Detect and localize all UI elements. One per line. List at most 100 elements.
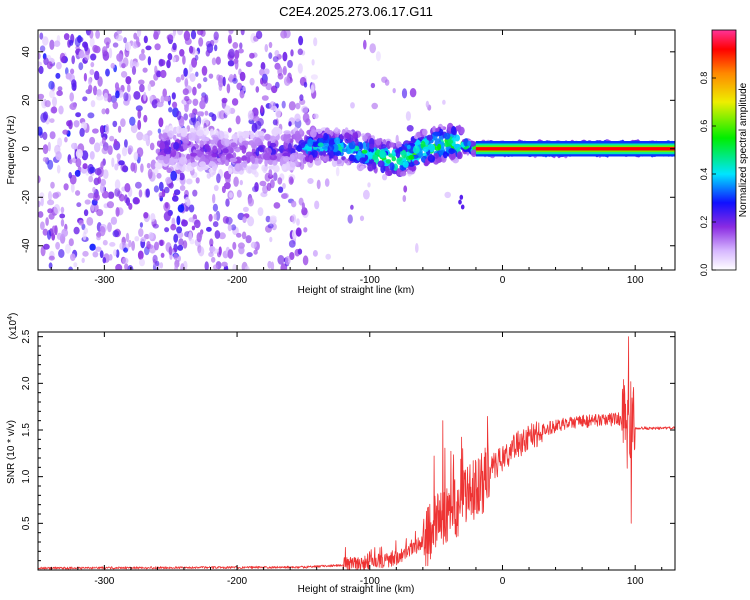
spectrogram-ridge-cell: [331, 159, 338, 168]
spectrogram-speckle: [409, 88, 417, 98]
spectrogram-speckle: [92, 193, 100, 201]
spectrogram-speckle: [125, 76, 132, 85]
spectrogram-speckle: [247, 197, 254, 207]
spectrogram-speckle: [296, 218, 300, 226]
spectrogram-ridge-cell: [211, 153, 217, 158]
spectrogram-speckle: [371, 102, 379, 110]
spectrogram-speckle: [204, 94, 209, 104]
spectrogram-ridge-cell: [270, 135, 276, 143]
spectrogram-speckle: [69, 92, 74, 102]
y-tick-label: 1.0: [21, 469, 32, 483]
spectrogram-speckle: [288, 101, 296, 111]
spectrogram-ridge-cell: [470, 149, 478, 158]
spectrogram-speckle: [186, 178, 193, 185]
spectrogram-speckle: [268, 52, 273, 59]
spectrogram-speckle: [272, 119, 278, 126]
spectrogram-speckle: [48, 262, 53, 269]
spectrogram-ridge-cell: [199, 140, 204, 148]
spectrogram-ridge-cell: [254, 138, 263, 146]
spectrogram-ridge-cell: [448, 148, 455, 155]
spectrogram-speckle: [192, 189, 198, 197]
spectrogram-speckle: [86, 217, 94, 226]
spectrogram-speckle: [303, 227, 308, 233]
x-tick-label: 100: [627, 576, 644, 587]
spectrogram-speckle: [123, 247, 128, 253]
spectrogram-speckle: [56, 232, 63, 240]
spectrogram-speckle: [310, 84, 315, 94]
spectrogram-speckle: [89, 166, 96, 173]
spectrogram-speckle: [156, 172, 162, 179]
spectrogram-speckle: [64, 136, 68, 143]
spectrogram-speckle: [264, 44, 269, 53]
spectrogram-ridge-cell: [413, 159, 419, 165]
spectrogram-speckle: [297, 248, 303, 255]
spectrogram-speckle: [197, 30, 204, 36]
spectrogram-speckle: [106, 201, 114, 209]
spectrogram-speckle: [363, 39, 367, 50]
spectrogram-speckle: [73, 262, 78, 268]
spectrogram-speckle: [212, 264, 219, 270]
spectrogram-speckle: [173, 189, 181, 196]
spectrogram-speckle: [218, 232, 226, 240]
colorbar-tick-label: 0.6: [699, 120, 709, 133]
spectrogram-speckle: [99, 250, 104, 259]
spectrogram-speckle: [102, 239, 108, 246]
spectrogram-speckle: [369, 43, 377, 54]
spectrogram-blip: [458, 199, 462, 205]
spectrogram-speckle: [131, 240, 136, 251]
spectrogram-speckle: [184, 95, 190, 102]
spectrogram-speckle: [245, 61, 253, 68]
spectrogram-speckle: [152, 254, 158, 264]
colorbar-tick-label: 0.2: [699, 216, 709, 229]
colorbar-tick-label: 0.0: [699, 264, 709, 277]
spectrogram-speckle: [50, 181, 55, 189]
spectrogram-speckle: [58, 249, 65, 258]
spectrogram-ridge-cell: [283, 134, 291, 143]
spectrogram-speckle: [75, 190, 81, 196]
spectrogram-ylabel: Frequency (Hz): [6, 116, 17, 185]
spectrogram-speckle: [236, 189, 242, 198]
spectrogram-speckle: [101, 108, 106, 115]
spectrogram-blip: [460, 204, 465, 210]
spectrogram-speckle: [268, 41, 273, 49]
spectrogram-speckle: [381, 76, 388, 83]
spectrogram-speckle: [49, 89, 55, 99]
spectrogram-speckle: [97, 76, 103, 87]
spectrogram-ridge-cell: [250, 165, 258, 170]
spectrogram-ridge-cell: [263, 166, 268, 171]
spectrogram-speckle: [255, 86, 260, 93]
spectrogram-ridge-cell: [189, 127, 195, 133]
spectrogram-speckle: [89, 37, 95, 48]
spectrogram-carrier-band: [475, 147, 675, 151]
spectrogram-speckle: [56, 164, 61, 174]
spectrogram-speckle: [170, 170, 178, 181]
spectrogram-speckle: [65, 73, 72, 80]
spectrogram-ridge-cell: [344, 158, 348, 164]
spectrogram-speckle: [75, 112, 81, 118]
spectrogram-speckle: [325, 253, 332, 260]
spectrogram-speckle: [92, 186, 96, 193]
spectrogram-speckle: [55, 72, 61, 79]
spectrogram-speckle: [375, 51, 381, 62]
spectrogram-speckle: [285, 255, 291, 265]
spectrogram-speckle: [84, 52, 90, 61]
spectrogram-speckle: [239, 90, 245, 99]
spectrogram-ridge-cell: [354, 145, 360, 152]
spectrogram-speckle: [250, 241, 257, 249]
spectrogram-speckle: [165, 176, 172, 184]
spectrogram-speckle: [114, 187, 121, 197]
spectrogram-speckle: [291, 200, 297, 208]
spectrogram-ridge-cell: [282, 156, 290, 162]
spectrogram-speckle: [233, 176, 239, 187]
spectrogram-ridge-cell: [196, 129, 204, 137]
spectrogram-speckle: [310, 74, 318, 80]
spectrogram-ridge-cell: [310, 129, 317, 138]
spectrogram-ridge-cell: [368, 151, 373, 160]
spectrogram-speckle: [53, 204, 61, 215]
spectrogram-speckle: [135, 105, 143, 112]
spectrogram-speckle: [205, 49, 210, 57]
spectrogram-speckle: [47, 159, 54, 170]
spectrogram-speckle: [158, 239, 165, 246]
y-tick-label: 2.5: [21, 329, 32, 343]
spectrogram-speckle: [324, 178, 330, 187]
